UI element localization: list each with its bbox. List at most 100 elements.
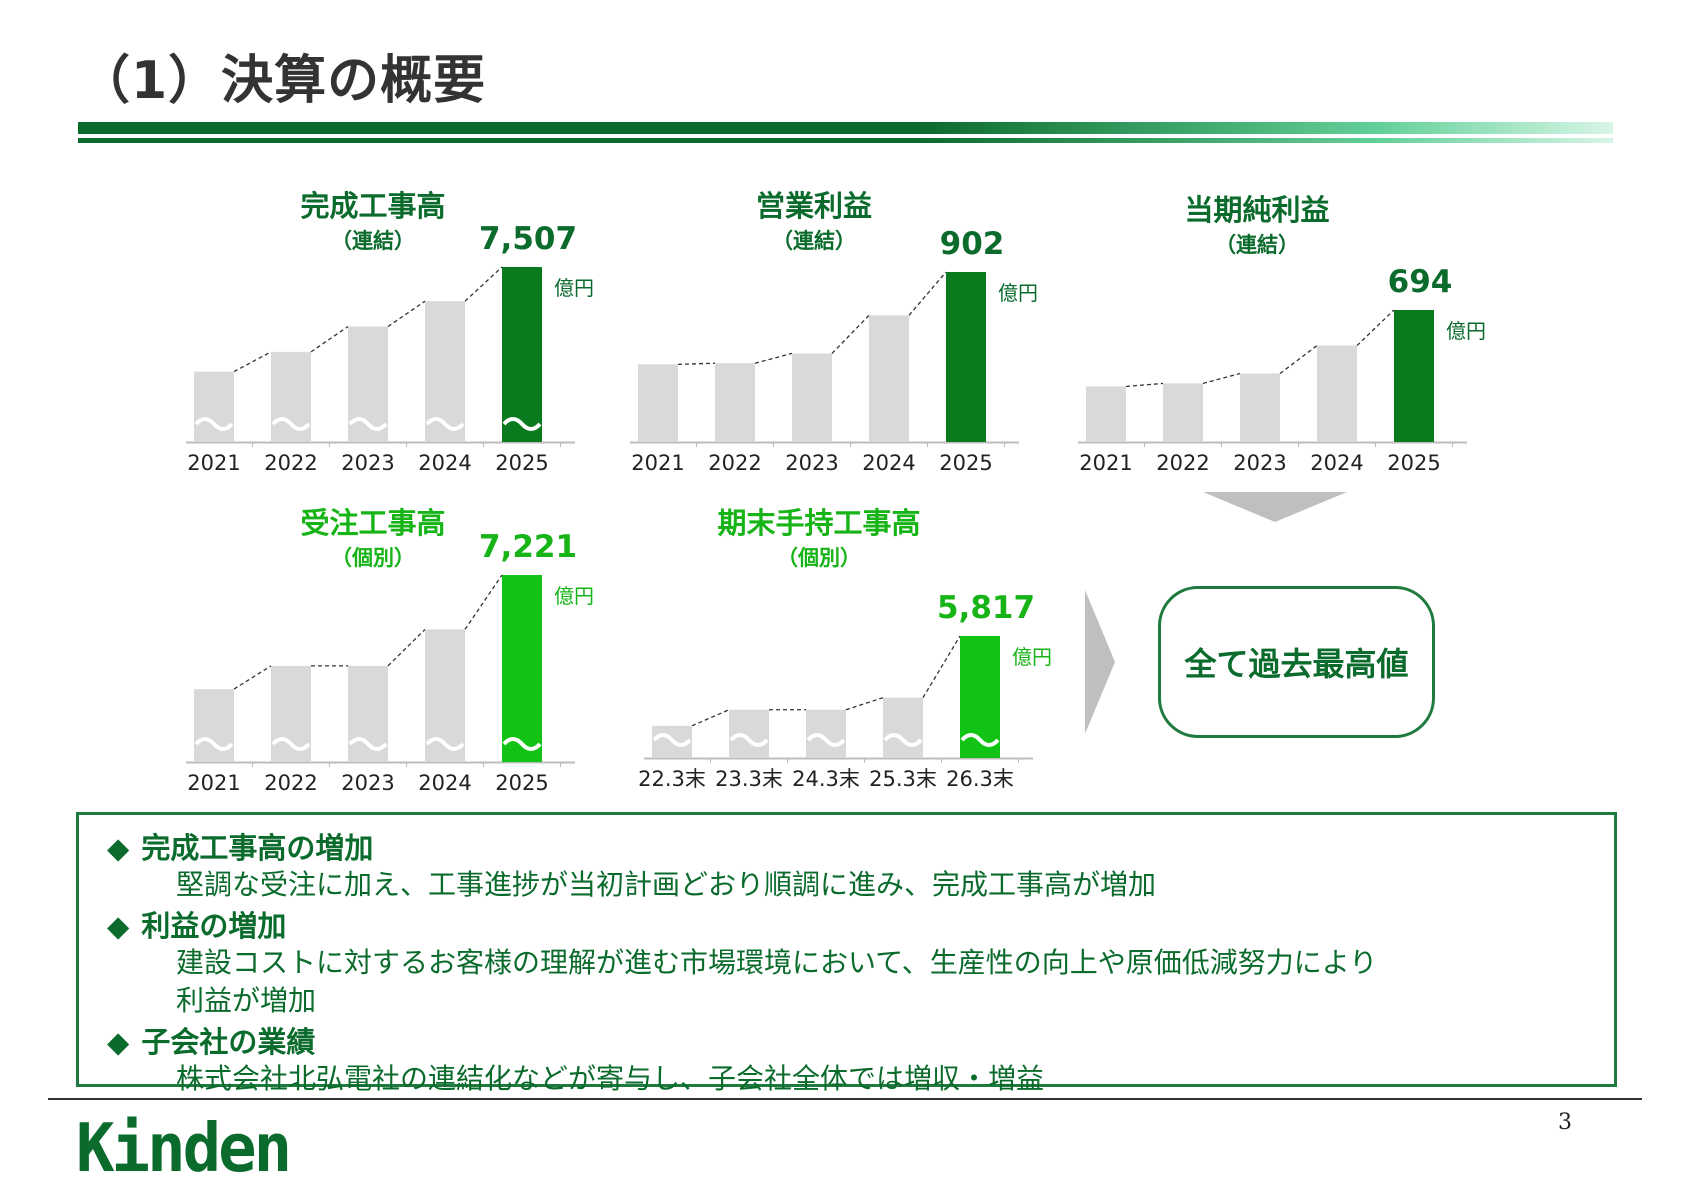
- bar: [729, 709, 769, 758]
- x-tick-label: 2023: [1233, 451, 1286, 475]
- chart-subtitle: （個別）: [777, 546, 861, 570]
- note-heading: ◆ 完成工事高の増加: [107, 831, 374, 865]
- axis-break-mark: [271, 417, 311, 431]
- trend-connector: [1279, 345, 1318, 375]
- bar: [806, 709, 846, 758]
- x-tick-label: 2025: [495, 771, 548, 795]
- chart-subtitle: （連結）: [1215, 233, 1299, 257]
- axis-break-mark: [348, 417, 388, 431]
- chart-title: 当期純利益: [1184, 193, 1330, 227]
- trend-connector: [233, 351, 272, 373]
- trend-connector: [387, 628, 426, 667]
- x-tick-label: 2024: [1310, 451, 1363, 475]
- trend-connector: [908, 271, 947, 316]
- page-number: 3: [1558, 1110, 1572, 1135]
- page-title: （1）決算の概要: [78, 51, 487, 111]
- chart-plot: 2021 2022 2023 2024 2025 7,507 億円: [186, 221, 594, 475]
- axis-break-mark: [502, 417, 542, 431]
- trend-connector: [677, 362, 716, 366]
- bar: [869, 315, 909, 442]
- bar: [194, 689, 234, 762]
- note-heading: ◆ 利益の増加: [107, 909, 287, 943]
- bar-highlight: [1394, 310, 1434, 442]
- unit-label: 億円: [554, 276, 594, 300]
- arrow-down-icon: [1203, 492, 1347, 522]
- bar-highlight: [502, 575, 542, 762]
- chart-plot: 22.3末 23.3末 24.3末 25.3末 26.3末 5,817 億円: [638, 590, 1052, 791]
- unit-label: 億円: [1446, 319, 1486, 343]
- x-tick-label: 2022: [264, 451, 317, 475]
- axis-break-mark: [652, 733, 692, 747]
- trend-connector: [1125, 382, 1164, 388]
- chart-plot: 2021 2022 2023 2024 2025 902 億円: [630, 226, 1038, 475]
- trend-connector: [464, 266, 503, 302]
- title-rule-thick: [78, 122, 1613, 134]
- diamond-bullet-icon: ◆: [107, 1025, 130, 1059]
- x-tick-label: 25.3末: [869, 767, 937, 791]
- value-label: 902: [940, 226, 1005, 262]
- title-rule-thin: [78, 138, 1613, 143]
- axis-break-mark: [194, 417, 234, 431]
- chart-plot: 2021 2022 2023 2024 2025 694 億円: [1078, 264, 1486, 475]
- summary-notes: ◆ 完成工事高の増加 堅調な受注に加え、工事進捗が当初計画どおり順調に進み、完成工…: [76, 812, 1617, 1095]
- trend-connector: [464, 574, 503, 630]
- note-text: 利益が増加: [176, 984, 317, 1017]
- kinden-logo: Kinden: [76, 1110, 292, 1188]
- chart-subtitle: （連結）: [772, 229, 856, 253]
- trend-connector: [1356, 309, 1395, 347]
- note-text: 株式会社北弘電社の連結化などが寄与し、子会社全体では増収・増益: [176, 1062, 1045, 1095]
- axis-break-mark: [883, 733, 923, 747]
- value-label: 5,817: [937, 590, 1035, 626]
- bar: [1240, 373, 1280, 442]
- bar-highlight: [946, 272, 986, 442]
- trend-connector: [310, 325, 349, 353]
- x-tick-label: 2023: [785, 451, 838, 475]
- chart-title: 完成工事高: [300, 189, 446, 223]
- bar: [638, 364, 678, 442]
- x-tick-label: 2021: [187, 451, 240, 475]
- note-heading: ◆ 子会社の業績: [107, 1025, 316, 1059]
- trend-connector: [233, 665, 272, 690]
- bar: [715, 363, 755, 442]
- note-text: 建設コストに対するお客様の理解が進む市場環境において、生産性の向上や原価低減努力…: [176, 946, 1378, 979]
- trend-connector: [845, 697, 884, 711]
- value-label: 7,507: [479, 221, 577, 257]
- x-tick-label: 2024: [418, 451, 471, 475]
- unit-label: 億円: [554, 584, 594, 608]
- x-tick-label: 2022: [708, 451, 761, 475]
- chart-orders-received: 受注工事高 （個別） 2021 2022 2023 2024 2025 7,221 億円: [170, 500, 640, 800]
- x-tick-label: 22.3末: [638, 767, 706, 791]
- bar: [194, 371, 234, 442]
- x-tick-label: 2023: [341, 771, 394, 795]
- bar: [1163, 383, 1203, 442]
- chart-net-income: 当期純利益 （連結） 2021 2022 2023 2024 2025 694 億円: [1062, 180, 1532, 480]
- note-text: 堅調な受注に加え、工事進捗が当初計画どおり順調に進み、完成工事高が増加: [176, 868, 1157, 901]
- value-label: 694: [1388, 264, 1453, 300]
- x-tick-label: 24.3末: [792, 767, 860, 791]
- trend-connector: [754, 352, 793, 364]
- axis-break-mark: [729, 733, 769, 747]
- trend-connector: [831, 314, 870, 354]
- x-tick-label: 2025: [1387, 451, 1440, 475]
- unit-label: 億円: [1012, 645, 1052, 669]
- bar: [1086, 386, 1126, 442]
- trend-connector: [1202, 372, 1241, 385]
- trend-connector: [922, 635, 961, 699]
- value-label: 7,221: [479, 529, 577, 565]
- x-tick-label: 23.3末: [715, 767, 783, 791]
- trend-connector: [691, 709, 730, 727]
- axis-break-mark: [806, 733, 846, 747]
- bar: [1317, 345, 1357, 442]
- chart-subtitle: （個別）: [331, 546, 415, 570]
- bar: [883, 697, 923, 758]
- x-tick-label: 2024: [862, 451, 915, 475]
- chart-plot: 2021 2022 2023 2024 2025 7,221 億円: [186, 529, 594, 795]
- axis-break-mark: [348, 737, 388, 751]
- unit-label: 億円: [998, 281, 1038, 305]
- chart-backlog: 期末手持工事高 （個別） 22.3末 23.3末 24.3末 25.3末 26.3末 5,…: [624, 500, 1094, 800]
- x-tick-label: 2023: [341, 451, 394, 475]
- x-tick-label: 2021: [1079, 451, 1132, 475]
- x-tick-label: 2022: [1156, 451, 1209, 475]
- chart-title: 営業利益: [755, 189, 872, 223]
- chart-net-sales: 完成工事高 （連結） 2021 2022 2023 2024 2025 7,507 億円: [170, 180, 640, 480]
